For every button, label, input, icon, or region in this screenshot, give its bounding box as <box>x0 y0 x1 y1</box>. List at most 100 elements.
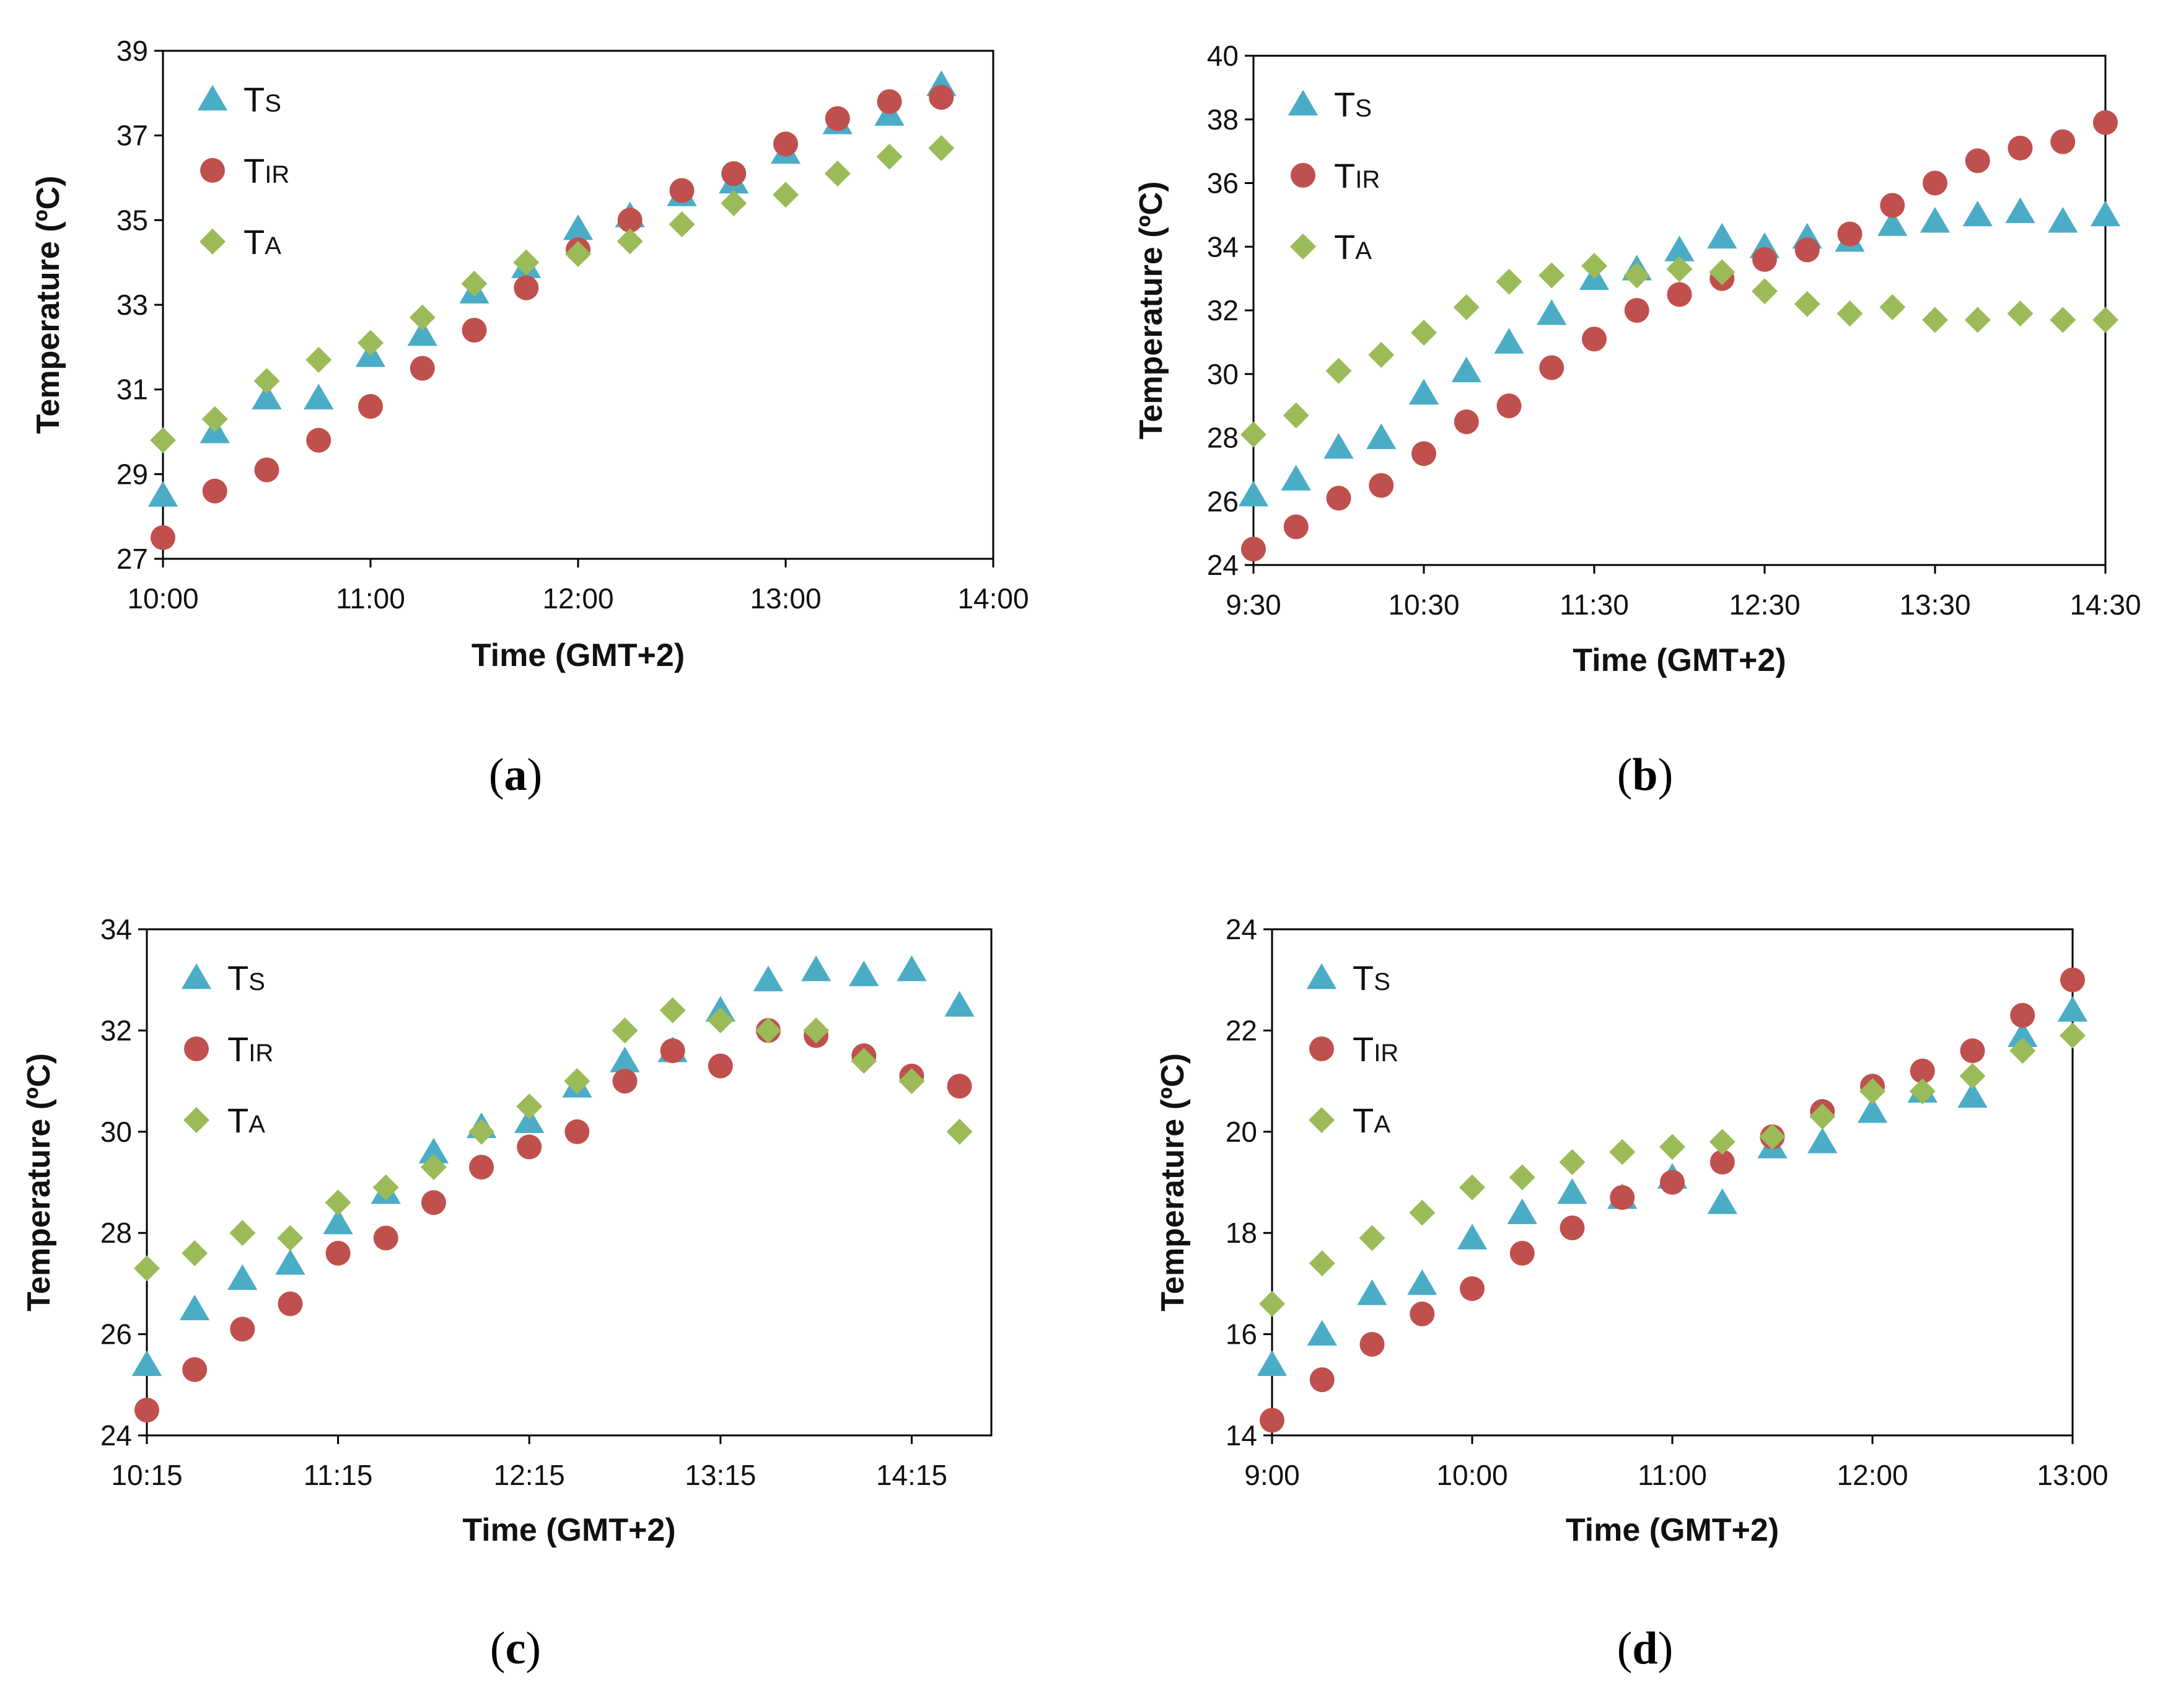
y-tick-label: 24 <box>100 1419 132 1452</box>
y-tick-label: 34 <box>100 913 132 945</box>
data-point <box>1451 356 1481 383</box>
data-point <box>755 1017 781 1044</box>
legend-subscript: IR <box>1374 1040 1398 1067</box>
data-point <box>201 406 228 432</box>
data-point <box>1794 237 1820 263</box>
data-point <box>252 383 282 409</box>
series-TA <box>134 997 973 1282</box>
legend-main: T <box>227 958 248 997</box>
x-tick-label: 10:00 <box>1436 1459 1508 1491</box>
data-point <box>1557 1178 1587 1204</box>
y-tick-label: 27 <box>116 543 148 575</box>
y-tick-label: 35 <box>116 204 148 236</box>
legend-label-TA: TA <box>227 1101 265 1140</box>
caption-paren-close: ) <box>525 1623 541 1674</box>
data-point <box>929 85 954 110</box>
x-tick-label: 11:30 <box>1560 589 1629 621</box>
data-point <box>824 160 851 187</box>
data-point <box>461 270 488 297</box>
data-point <box>1959 1062 1986 1089</box>
data-point <box>1259 1290 1285 1317</box>
data-point <box>1238 480 1269 507</box>
legend-marker-TIR <box>184 1036 209 1061</box>
legend-subscript: S <box>248 968 265 996</box>
y-axis-title: Temperature (ºC) <box>30 176 66 434</box>
legend-main: T <box>227 1101 248 1140</box>
x-tick-label: 11:15 <box>304 1459 373 1491</box>
y-tick-label: 29 <box>116 458 148 490</box>
y-tick-label: 40 <box>1207 40 1239 72</box>
data-point <box>876 143 903 170</box>
legend-marker-TA <box>1309 1107 1335 1133</box>
data-point <box>1667 282 1692 307</box>
legend-main: T <box>1353 1030 1374 1069</box>
legend-subscript: IR <box>248 1040 273 1067</box>
data-point <box>1964 307 1991 333</box>
data-point <box>1368 341 1395 368</box>
series-TIR <box>1241 110 2118 562</box>
data-point <box>180 1294 210 1321</box>
data-point <box>1240 421 1266 448</box>
x-axis-title: Time (GMT+2) <box>1566 1512 1779 1548</box>
data-point <box>1457 1224 1488 1250</box>
x-tick-label: 10:00 <box>127 582 198 615</box>
data-point <box>2005 197 2035 224</box>
y-tick-label: 28 <box>1207 422 1239 454</box>
data-point <box>1369 473 1394 498</box>
y-axis-title: Temperature (ºC) <box>21 1053 57 1312</box>
legend-marker-TA <box>200 229 226 255</box>
data-point <box>513 249 540 276</box>
data-point <box>1257 1350 1288 1377</box>
data-point <box>610 1046 640 1072</box>
data-point <box>182 1357 208 1382</box>
data-point <box>1459 1174 1485 1201</box>
y-tick-label: 22 <box>1226 1014 1257 1046</box>
y-tick-label: 38 <box>1207 103 1239 136</box>
data-point <box>1909 1078 1936 1105</box>
legend-subscript: IR <box>265 161 289 188</box>
data-point <box>1494 328 1524 354</box>
data-point <box>659 997 686 1023</box>
data-point <box>2092 307 2118 333</box>
x-tick-label: 11:00 <box>1638 1459 1707 1491</box>
data-point <box>1559 1149 1586 1175</box>
data-point <box>1407 1269 1437 1295</box>
data-point <box>358 330 384 356</box>
data-point <box>1624 298 1649 323</box>
x-tick-label: 13:15 <box>685 1459 756 1491</box>
series-TIR <box>134 1018 972 1423</box>
legend-label-TIR: TIR <box>227 1030 273 1069</box>
y-tick-label: 33 <box>116 289 148 321</box>
data-point <box>1241 536 1266 562</box>
data-point <box>468 1118 495 1145</box>
data-point <box>372 1174 399 1201</box>
legend-subscript: S <box>1374 968 1390 996</box>
series-Ts <box>147 70 957 507</box>
data-point <box>407 320 437 346</box>
data-point <box>1323 432 1354 459</box>
caption-letter: c <box>506 1623 526 1674</box>
legend-label-TIR: TIR <box>244 151 289 190</box>
legend-label-Ts: TS <box>227 958 265 997</box>
caption-letter: a <box>504 750 527 800</box>
data-point <box>1509 1164 1535 1191</box>
data-point <box>1837 221 1863 247</box>
data-point <box>1411 319 1437 346</box>
data-point <box>278 1291 303 1316</box>
data-point <box>1366 423 1397 449</box>
data-point <box>1326 486 1351 511</box>
legend-label-TA: TA <box>1353 1101 1390 1140</box>
x-tick-label: 13:00 <box>750 582 821 615</box>
data-point <box>134 1255 160 1282</box>
data-point <box>1664 235 1695 261</box>
data-point <box>1965 148 1990 173</box>
legend-marker-TA <box>183 1107 209 1133</box>
data-point <box>1309 1250 1335 1277</box>
data-point <box>2060 967 2085 992</box>
data-point <box>612 1069 638 1094</box>
series-TA <box>1259 1022 2086 1317</box>
y-tick-label: 32 <box>100 1014 132 1046</box>
data-point <box>1923 170 1947 196</box>
data-point <box>564 1119 590 1144</box>
data-point <box>669 178 695 203</box>
